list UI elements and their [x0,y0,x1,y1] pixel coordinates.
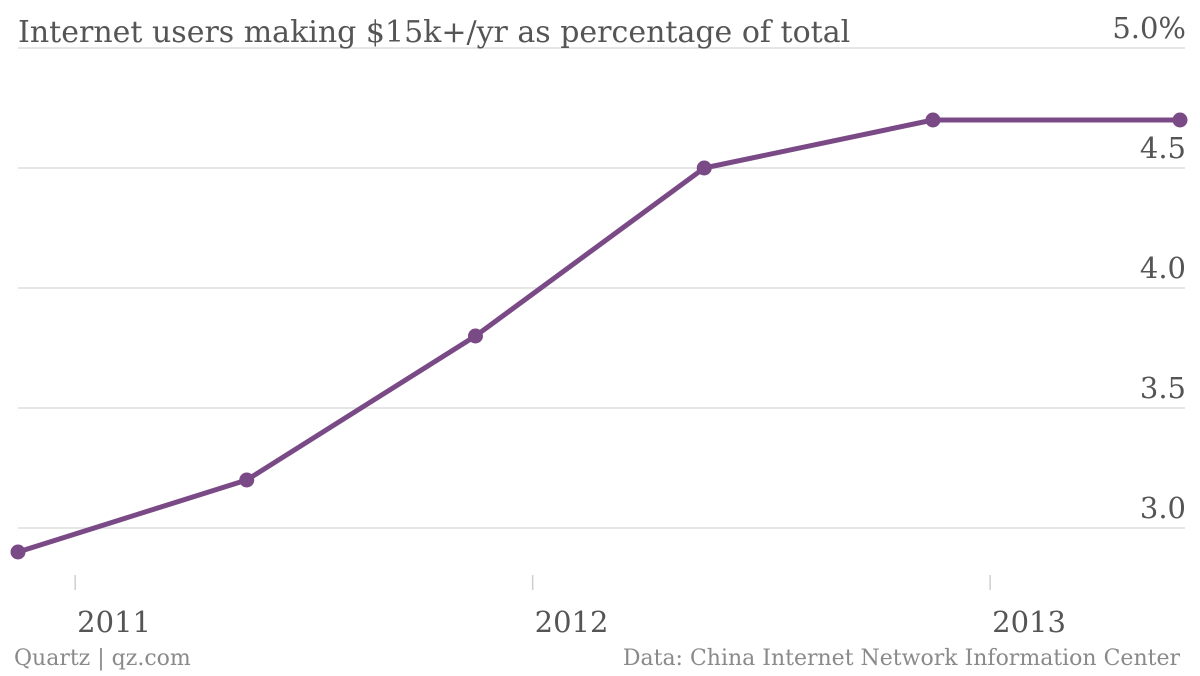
data-point [1172,112,1188,128]
x-tick-label: 2011 [77,605,151,639]
y-tick-label: 3.0 [1140,491,1186,525]
footer-credit: Quartz | qz.com [14,646,191,671]
y-tick-label: 4.5 [1140,131,1186,165]
chart-title: Internet users making $15k+/yr as percen… [18,15,850,50]
y-tick-label: 4.0 [1140,251,1186,285]
x-tick-label: 2012 [535,605,609,639]
series-line [15,117,1183,555]
series [10,112,1188,560]
y-tick-label: 3.5 [1140,371,1186,405]
data-point [467,328,483,344]
data-point [696,160,712,176]
data-point [10,544,26,560]
y-axis-tick-labels: 3.0 3.5 4.0 4.5 5.0% [1112,11,1186,525]
x-tick-label: 2013 [992,605,1066,639]
data-point [239,472,255,488]
data-point [925,112,941,128]
x-axis: 2011 2012 2013 [74,575,1066,639]
gridlines [18,47,1185,529]
line-chart: 3.0 3.5 4.0 4.5 5.0% 2011 2012 2013 Internet u… [10,11,1188,639]
y-tick-label: 5.0% [1112,11,1186,45]
footer-source: Data: China Internet Network Information… [622,646,1180,671]
